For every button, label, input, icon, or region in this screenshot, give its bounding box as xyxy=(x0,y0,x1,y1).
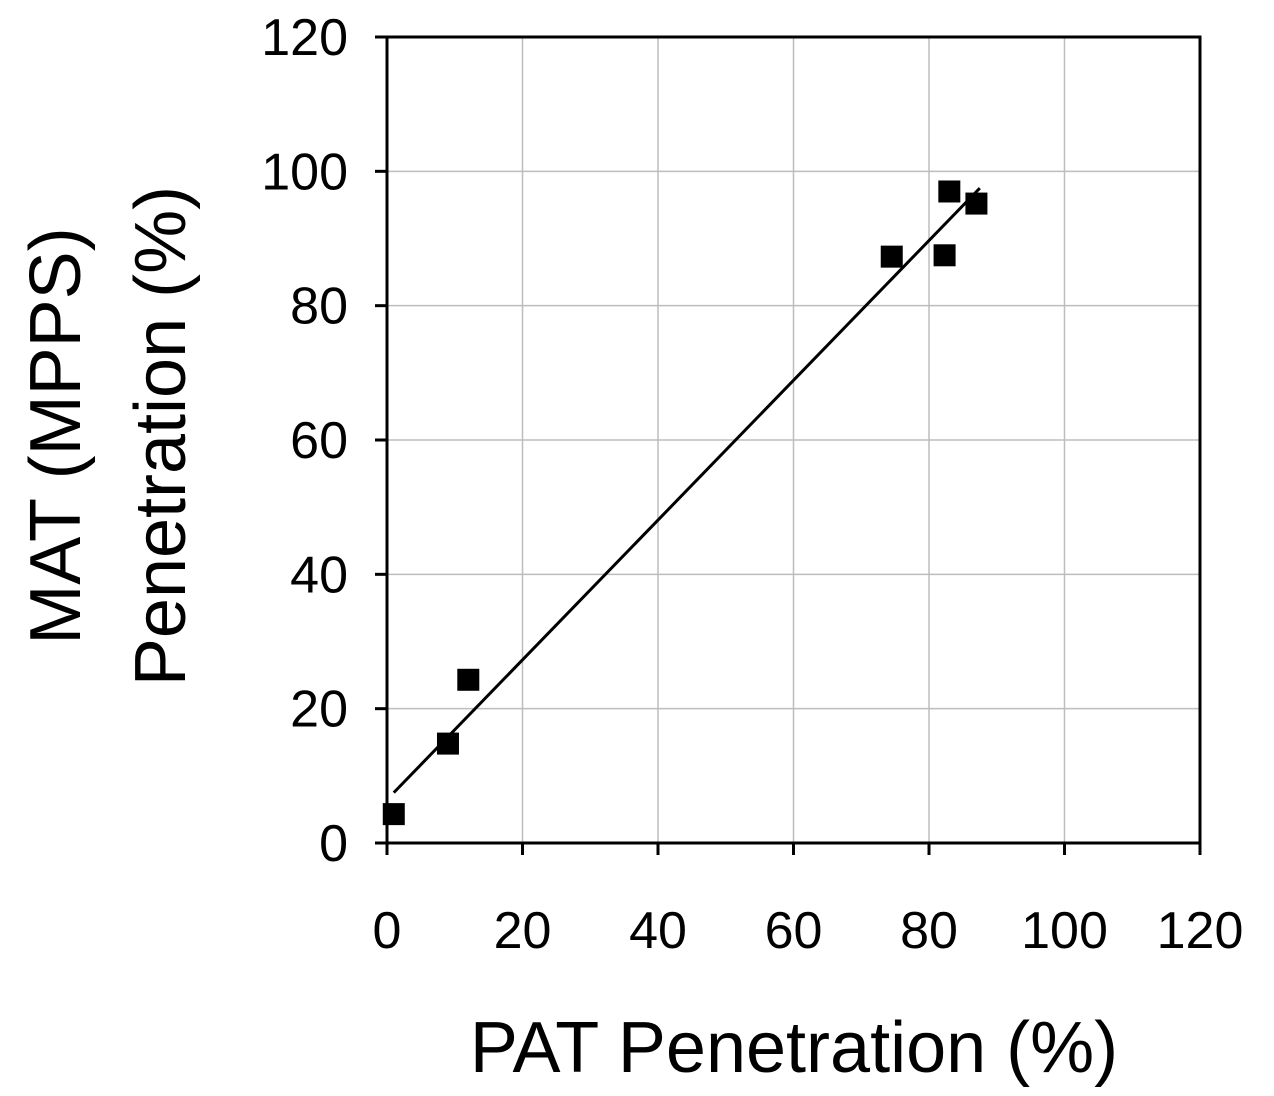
data-point xyxy=(965,192,988,215)
data-points xyxy=(382,180,988,826)
y-axis-title: MAT (MPPS) Penetration (%) xyxy=(16,186,201,686)
data-point xyxy=(382,803,405,826)
x-tick-label: 80 xyxy=(900,902,958,960)
trendline-group xyxy=(392,187,981,794)
x-tick-label: 40 xyxy=(629,902,687,960)
y-axis-title-line-1: MAT (MPPS) xyxy=(16,227,96,644)
data-point xyxy=(436,732,459,755)
y-tick-label: 80 xyxy=(290,278,348,336)
x-tick-label: 0 xyxy=(373,902,402,960)
data-point xyxy=(938,180,961,203)
x-axis-ticks: 0 20 40 60 80 100 120 xyxy=(373,843,1244,960)
trendline xyxy=(392,187,981,794)
y-axis-ticks: 0 20 40 60 80 100 120 xyxy=(261,9,387,873)
x-tick-label: 20 xyxy=(494,902,552,960)
data-point xyxy=(933,244,956,267)
grid-lines xyxy=(387,37,1200,843)
y-axis-title-line-2: Penetration (%) xyxy=(121,186,201,686)
x-tick-label: 60 xyxy=(765,902,823,960)
x-tick-label: 120 xyxy=(1157,902,1244,960)
data-point xyxy=(457,668,480,691)
x-axis-title: PAT Penetration (%) xyxy=(470,1008,1118,1088)
y-tick-label: 40 xyxy=(290,546,348,604)
x-tick-label: 100 xyxy=(1021,902,1108,960)
y-tick-label: 20 xyxy=(290,681,348,739)
y-tick-label: 100 xyxy=(261,143,348,201)
data-point xyxy=(880,245,903,268)
y-tick-label: 0 xyxy=(319,815,348,873)
y-tick-label: 60 xyxy=(290,412,348,470)
y-tick-label: 120 xyxy=(261,9,348,67)
